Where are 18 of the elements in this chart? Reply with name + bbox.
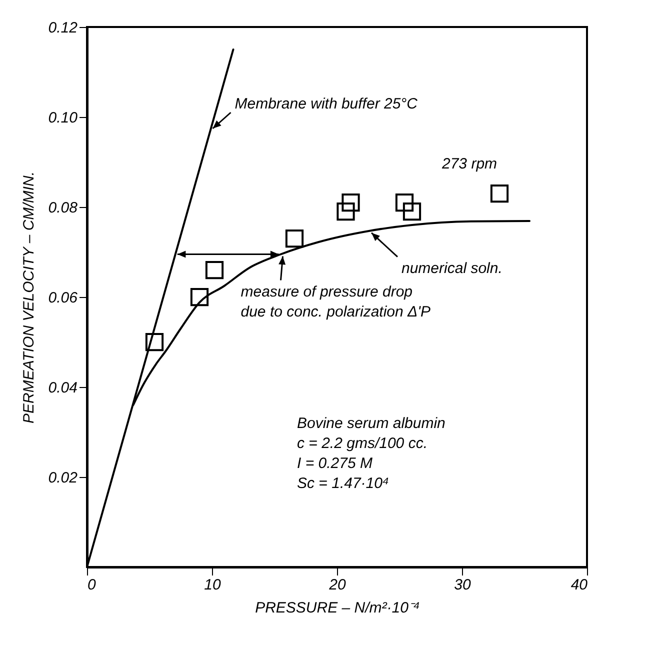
annotation: Membrane with buffer 25°C	[234, 96, 418, 112]
y-tick-label: 0.12	[48, 20, 78, 36]
x-tick-label: 20	[328, 576, 346, 594]
y-axis-title: PERMEATION VELOCITY – CM/MIN.	[20, 172, 38, 424]
x-tick-label: 0	[88, 576, 96, 594]
annotation: Bovine serum albumin c = 2.2 gms/100 cc. I = 0.275 M Sc = 1.47·10⁴	[297, 414, 446, 492]
y-tick-label: 0.06	[48, 290, 78, 306]
x-tick-label: 30	[454, 576, 472, 594]
x-axis-title: PRESSURE – N/m²·10⁻⁴	[255, 600, 420, 616]
x-tick-label: 10	[204, 576, 222, 594]
annotation: measure of pressure drop due to conc. polarization Δ'P	[240, 283, 430, 320]
x-tick-label: 40	[570, 576, 588, 594]
annotation: numerical soln.	[402, 260, 502, 277]
y-tick-label: 0.04	[48, 380, 78, 396]
annotation: 273 rpm	[441, 156, 498, 173]
y-tick-label: 0.02	[48, 470, 78, 486]
y-tick-label: 0.10	[48, 110, 78, 126]
y-tick-label: 0.08	[48, 200, 78, 216]
